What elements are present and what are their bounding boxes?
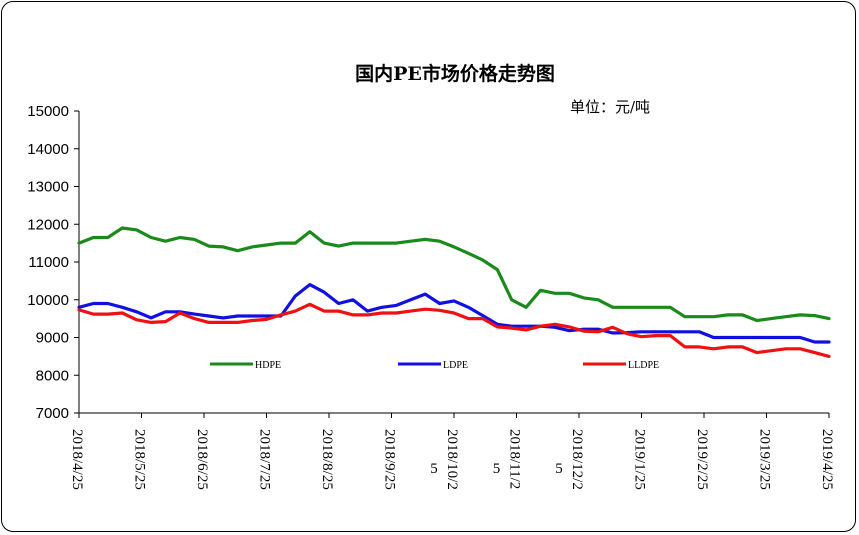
y-tick-label: 11000	[28, 254, 69, 271]
chart-title: 国内PE市场价格走势图	[355, 62, 555, 85]
x-tick-label: 2018/7/25	[257, 429, 273, 490]
x-tick-label: 2019/3/25	[757, 429, 773, 490]
series-line-hdpe	[77, 226, 831, 323]
legend-label-ldpe: LDPE	[443, 360, 468, 371]
y-tick-label: 9000	[36, 330, 69, 347]
x-tick-label-overflow: 5	[430, 461, 438, 477]
y-tick-label: 8000	[36, 367, 69, 384]
series-layer	[77, 226, 831, 358]
y-tick-label: 15000	[27, 103, 69, 120]
x-tick-label: 2018/11/2	[507, 429, 523, 489]
y-tick-label: 7000	[36, 405, 69, 422]
series-line-lldpe	[77, 302, 831, 358]
x-tick-label: 2019/1/25	[632, 429, 648, 490]
x-tick-label: 2018/5/25	[132, 429, 148, 490]
legend-label-lldpe: LLDPE	[628, 360, 659, 371]
x-tick-label: 2018/6/25	[194, 429, 210, 490]
unit-label: 单位：元/吨	[570, 98, 650, 116]
x-tick-label: 2018/12/2	[569, 429, 585, 490]
y-tick-label: 12000	[27, 216, 69, 233]
x-tick-label: 2018/4/25	[69, 429, 85, 490]
y-tick-label: 14000	[27, 141, 69, 158]
x-tick-label: 2018/8/25	[319, 429, 335, 490]
x-tick-label-overflow: 5	[493, 461, 501, 477]
legend: HDPE LDPE LLDPE	[210, 360, 659, 371]
x-tick-label: 2019/2/25	[694, 429, 710, 490]
x-tick-label: 2018/9/25	[382, 429, 398, 490]
legend-label-hdpe: HDPE	[255, 360, 281, 371]
x-tick-label: 2019/4/25	[819, 429, 835, 490]
x-tick-label: 2018/10/2	[444, 429, 460, 490]
axes: 7000 8000 9000 10000 11000 12000 13000 14000 150…	[27, 103, 835, 490]
y-tick-label: 13000	[27, 179, 69, 196]
y-tick-label: 10000	[27, 292, 69, 309]
x-tick-label-overflow: 5	[555, 461, 563, 477]
series-line-ldpe	[77, 283, 831, 344]
